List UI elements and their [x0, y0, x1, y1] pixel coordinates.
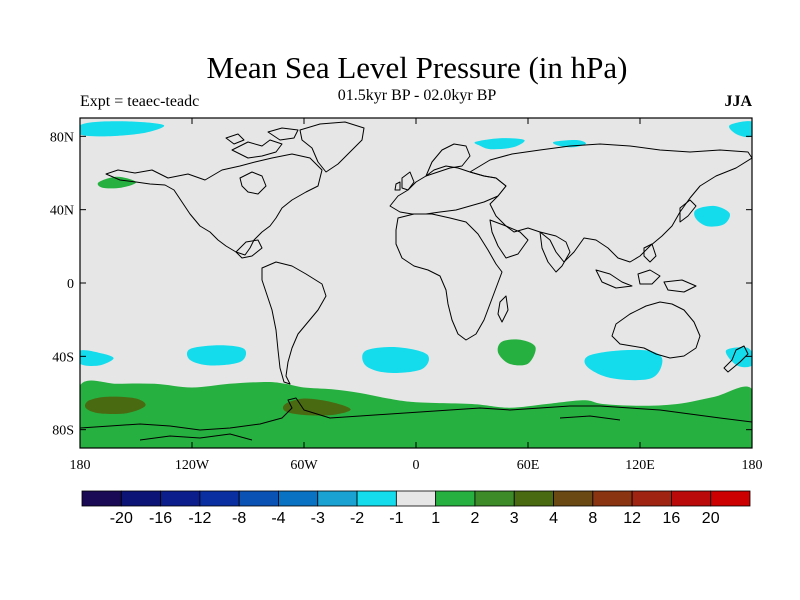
colorbar-label: 20	[702, 510, 720, 527]
region-arctic-east-low	[729, 121, 752, 138]
colorbar-label: 3	[510, 510, 519, 527]
colorbar-swatch	[474, 490, 515, 507]
y-tick-label: 80N	[50, 130, 74, 145]
colorbar-swatch	[160, 490, 201, 507]
coast-north-america	[105, 153, 323, 256]
coast-africa	[395, 213, 503, 341]
chart-title: Mean Sea Level Pressure (in hPa)	[206, 50, 628, 85]
x-tick-label: 120W	[175, 458, 210, 473]
region-west-pacific-low	[694, 205, 730, 227]
colorbar-swatch	[553, 490, 594, 507]
colorbar-swatch	[513, 490, 554, 507]
region-arctic-pacific-low	[80, 121, 165, 137]
coast-philippines	[643, 243, 657, 263]
colorbar-swatch	[278, 490, 319, 507]
colorbar-label: 12	[623, 510, 641, 527]
coast-ross-sea	[139, 415, 621, 441]
coast-arabia	[489, 219, 529, 259]
colorbar-swatch	[199, 490, 240, 507]
coast-canadian-archipelago	[225, 127, 299, 159]
coast-indonesia	[595, 269, 697, 293]
colorbar-swatch	[317, 490, 358, 507]
coast-india	[539, 231, 571, 273]
x-tick-label: 120E	[625, 458, 655, 473]
coast-hudson-bay	[239, 171, 267, 195]
colorbar-label: -3	[311, 510, 325, 527]
colorbar-label: -16	[149, 510, 172, 527]
colorbar-swatch	[238, 490, 279, 507]
coast-greenland	[299, 121, 365, 173]
anomaly-regions	[80, 121, 752, 448]
experiment-label: Expt = teaec-teadc	[80, 93, 200, 110]
region-south-indian-high	[497, 339, 536, 366]
region-south-pacific-low-west	[80, 350, 114, 366]
colorbar-swatch	[120, 490, 161, 507]
coast-antarctica	[80, 397, 752, 431]
colorbar-label: -20	[110, 510, 133, 527]
colorbar-label: 4	[549, 510, 558, 527]
colorbar-swatch	[81, 490, 122, 507]
colorbar-label: -12	[188, 510, 211, 527]
colorbar-label: 16	[663, 510, 681, 527]
coast-british-isles	[394, 171, 415, 191]
y-tick-label: 80S	[52, 424, 74, 439]
coast-new-zealand	[723, 345, 749, 373]
coast-australia	[611, 301, 701, 359]
colorbar-label: 8	[588, 510, 597, 527]
colorbar-swatch	[710, 490, 751, 507]
colorbar-label: -4	[271, 510, 285, 527]
colorbar-swatch	[631, 490, 672, 507]
y-tick-label: 40N	[50, 204, 74, 219]
region-south-pacific-low-east	[725, 347, 752, 368]
region-arctic-scandinavia-low	[474, 138, 525, 150]
coastlines	[80, 121, 752, 441]
region-southern-ocean-high-west-core	[84, 396, 146, 414]
colorbar-swatch	[671, 490, 712, 507]
colorbar-swatch	[356, 490, 397, 507]
coast-japan	[679, 199, 697, 223]
x-tick-label: 60W	[290, 458, 318, 473]
x-axis: 180 120W 60W 0 60E 120E 180	[70, 118, 763, 473]
region-south-indian-low	[584, 349, 663, 381]
coast-asia	[469, 143, 752, 263]
colorbar: -20 -16 -12 -8 -4 -3 -2 -1 1 2 3 4 8 12 16 20	[81, 490, 751, 527]
y-tick-label: 0	[67, 277, 74, 292]
colorbar-label: 2	[470, 510, 479, 527]
y-axis: 80N 40N 0 40S 80S	[50, 130, 752, 439]
region-southern-ocean-high	[80, 380, 752, 448]
y-tick-label: 40S	[52, 350, 74, 365]
coast-gulf-mexico	[235, 239, 263, 259]
colorbar-label: -8	[232, 510, 246, 527]
x-tick-label: 0	[413, 458, 420, 473]
colorbar-label: -2	[350, 510, 364, 527]
x-tick-label: 180	[70, 458, 91, 473]
colorbar-swatch	[592, 490, 633, 507]
colorbar-swatch	[395, 490, 437, 507]
chart-subtitle: 01.5kyr BP - 02.0kyr BP	[337, 87, 497, 104]
season-label: JJA	[724, 93, 752, 110]
region-south-atlantic-low	[362, 347, 429, 373]
colorbar-label: 1	[431, 510, 440, 527]
coast-madagascar	[497, 295, 509, 323]
colorbar-swatch	[435, 490, 476, 507]
coast-scandinavia	[425, 143, 471, 177]
x-tick-label: 180	[742, 458, 763, 473]
x-tick-label: 60E	[517, 458, 540, 473]
colorbar-label: -1	[389, 510, 403, 527]
region-north-pacific-high	[97, 176, 137, 189]
coast-south-america	[261, 261, 327, 385]
region-south-pacific-low-central	[186, 345, 247, 366]
region-southern-ocean-high-drake-core	[282, 398, 351, 416]
